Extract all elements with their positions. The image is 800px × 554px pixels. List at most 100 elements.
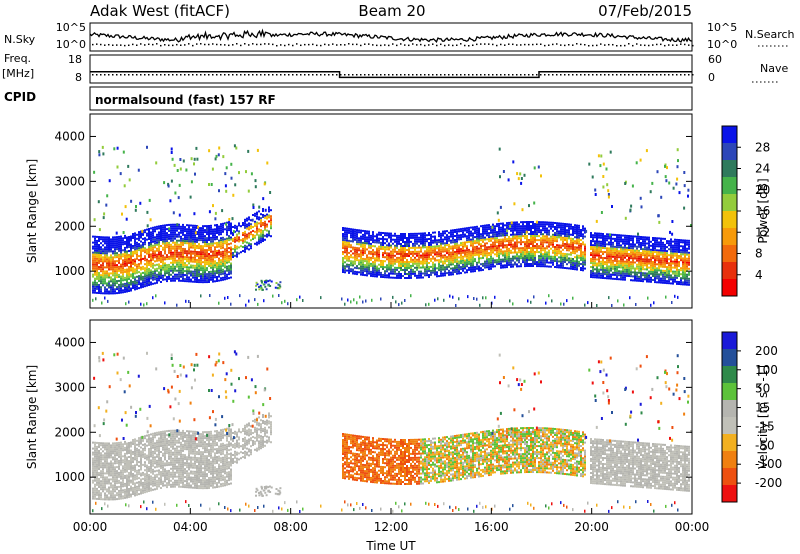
echo-cell bbox=[620, 236, 622, 239]
echo-cell bbox=[148, 280, 150, 282]
echo-cell bbox=[256, 243, 258, 246]
echo-cell bbox=[198, 279, 200, 282]
echo-cell bbox=[186, 228, 188, 231]
echo-cell bbox=[500, 232, 502, 235]
echo-cell bbox=[250, 219, 252, 222]
echo-cell bbox=[246, 227, 248, 230]
echo-cell bbox=[224, 262, 226, 265]
echo-cell bbox=[520, 263, 522, 266]
echo-cell bbox=[252, 234, 254, 236]
echo-cell bbox=[144, 271, 146, 274]
echo-cell bbox=[576, 262, 578, 265]
echo-cell bbox=[218, 253, 220, 256]
echo-cell bbox=[514, 233, 516, 236]
echo-cell bbox=[116, 280, 118, 283]
echo-cell bbox=[490, 235, 492, 238]
echo-cell bbox=[416, 266, 418, 269]
echo-cell bbox=[164, 242, 166, 245]
echo-cell bbox=[506, 254, 508, 257]
echo-cell bbox=[108, 246, 110, 249]
echo-cell bbox=[342, 271, 344, 273]
echo-cell bbox=[508, 247, 510, 250]
echo-cell bbox=[542, 227, 544, 230]
echo-cell bbox=[414, 270, 416, 273]
echo-cell bbox=[120, 243, 122, 246]
echo-cell bbox=[150, 263, 152, 266]
echo-cell bbox=[166, 264, 168, 267]
nave-dot bbox=[332, 74, 334, 76]
noise-search-dot bbox=[388, 44, 390, 47]
echo-cell bbox=[180, 273, 182, 276]
echo-cell bbox=[396, 268, 398, 271]
echo-cell bbox=[384, 250, 386, 253]
echo-cell bbox=[140, 234, 142, 237]
echo-cell bbox=[146, 272, 148, 275]
echo-cell bbox=[516, 251, 518, 254]
echo-cell bbox=[134, 242, 136, 245]
echo-cell bbox=[106, 238, 108, 241]
echo-cell bbox=[402, 241, 404, 243]
echo-cell bbox=[408, 235, 410, 237]
echo-cell bbox=[506, 224, 508, 227]
echo-cell bbox=[632, 237, 634, 240]
echo-cell bbox=[112, 244, 114, 247]
nave-dot bbox=[104, 74, 106, 76]
echo-cell bbox=[94, 241, 96, 244]
echo-cell bbox=[244, 248, 246, 251]
echo-cell bbox=[598, 270, 600, 273]
noise-search-dot bbox=[184, 44, 186, 46]
echo-cell bbox=[170, 273, 172, 276]
echo-cell bbox=[454, 251, 456, 253]
echo-cell bbox=[126, 244, 128, 247]
echo-cell bbox=[96, 275, 98, 278]
echo-cell bbox=[126, 242, 128, 245]
echo-cell bbox=[516, 247, 518, 250]
echo-cell bbox=[106, 276, 108, 279]
echo-cell bbox=[132, 271, 134, 273]
echo-cell bbox=[448, 245, 450, 248]
echo-cell bbox=[202, 261, 204, 264]
noise-search-dot bbox=[452, 44, 454, 47]
echo-cell bbox=[164, 270, 166, 273]
echo-cell bbox=[640, 272, 642, 274]
echo-cell bbox=[94, 243, 96, 246]
echo-cell bbox=[618, 266, 620, 269]
echo-cell bbox=[172, 255, 174, 258]
echo-cell bbox=[608, 275, 610, 278]
echo-cell bbox=[610, 255, 612, 258]
echo-cell bbox=[572, 248, 574, 250]
echo-cell bbox=[208, 229, 210, 231]
echo-cell bbox=[472, 226, 474, 229]
echo-cell bbox=[542, 249, 544, 252]
echo-cell bbox=[466, 241, 468, 244]
echo-cell bbox=[108, 292, 110, 295]
nave-dot bbox=[416, 74, 418, 76]
echo-cell bbox=[150, 247, 152, 250]
echo-cell bbox=[394, 262, 396, 265]
noise-search-dot bbox=[144, 44, 146, 46]
echo-cell bbox=[350, 230, 352, 233]
echo-cell bbox=[442, 238, 444, 241]
echo-cell bbox=[430, 269, 432, 272]
echo-cell bbox=[152, 274, 154, 277]
echo-cell bbox=[528, 263, 530, 265]
noise-search-dot bbox=[372, 44, 374, 46]
echo-cell bbox=[608, 257, 610, 260]
echo-cell bbox=[158, 239, 160, 242]
echo-cell bbox=[188, 226, 190, 229]
echo-cell bbox=[480, 253, 482, 256]
nave-dot bbox=[308, 74, 310, 76]
echo-cell bbox=[262, 238, 264, 240]
echo-cell bbox=[100, 282, 102, 285]
echo-cell bbox=[452, 255, 454, 258]
echo-cell bbox=[136, 263, 138, 266]
nave-dot bbox=[144, 74, 146, 76]
echo-cell bbox=[130, 259, 132, 262]
echo-cell bbox=[198, 229, 200, 232]
noise-search-dot bbox=[268, 43, 270, 45]
nave-dot bbox=[208, 74, 210, 76]
echo-cell bbox=[462, 259, 464, 262]
echo-cell bbox=[506, 258, 508, 261]
echo-cell bbox=[492, 237, 494, 240]
echo-cell bbox=[540, 259, 542, 262]
